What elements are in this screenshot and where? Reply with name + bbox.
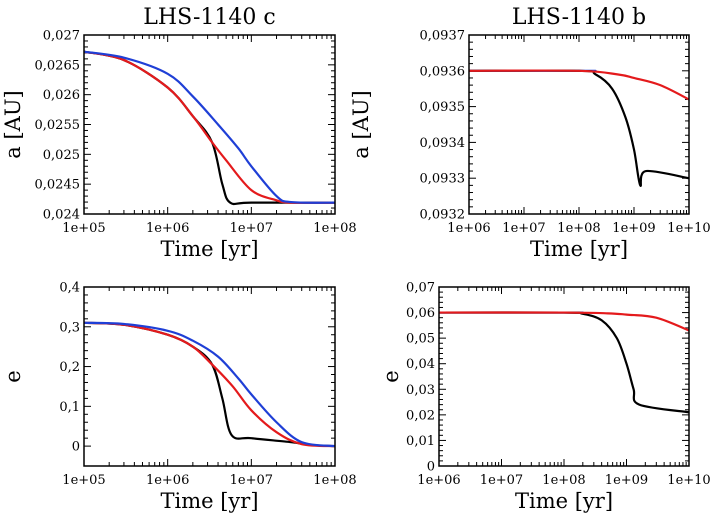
plot-frame [468, 34, 690, 215]
y-axis-label: a [AU] [1, 90, 25, 158]
x-tick-label: 1e+07 [230, 221, 273, 236]
x-tick-label: 1e+05 [62, 221, 105, 236]
series-line-red [84, 321, 335, 448]
series-line-black [469, 69, 689, 187]
x-tick-label: 1e+05 [62, 473, 105, 488]
y-tick-label: 0,1 [59, 400, 80, 415]
y-tick-label: 0,0255 [35, 118, 81, 133]
plot-frame [83, 34, 336, 215]
y-tick-label: 0,0245 [35, 178, 81, 193]
x-tick-label: 1e+08 [313, 473, 356, 488]
y-tick-label: 0,0934 [420, 136, 466, 151]
x-tick-label: 1e+06 [146, 473, 189, 488]
y-tick-label: 0,02 [406, 408, 435, 423]
x-tick-label: 1e+08 [313, 221, 356, 236]
x-tick-label: 1e+06 [146, 221, 189, 236]
series-line-blue [84, 50, 335, 204]
series-line-red [84, 50, 335, 204]
panel-title: LHS-1140 c [143, 5, 275, 30]
x-axis-label: Time [yr] [515, 489, 613, 513]
x-axis-label: Time [yr] [160, 489, 258, 513]
y-tick-label: 0,0933 [420, 172, 466, 187]
x-tick-label: 1e+08 [542, 473, 585, 488]
series-group [469, 69, 689, 187]
series-line-red [469, 69, 689, 101]
y-tick-label: 0,4 [59, 281, 80, 296]
x-tick-label: 1e+09 [612, 221, 655, 236]
series-group [439, 311, 689, 414]
y-tick-label: 0,0935 [420, 100, 466, 115]
series-group [84, 50, 335, 206]
y-tick-label: 0,026 [43, 88, 80, 103]
y-tick-label: 0 [72, 440, 80, 455]
series-group [84, 321, 335, 448]
panel-1: LHS-1140 c 1e+05 1e+06 1e+07 1e+08 0,024 0,024… [1, 5, 357, 261]
y-tick-label: 0,025 [43, 148, 80, 163]
panel-title: LHS-1140 b [512, 5, 646, 30]
y-tick-label: 0,04 [406, 357, 435, 372]
x-tick-label: 1e+06 [447, 221, 490, 236]
y-tick-label: 0 [427, 460, 435, 475]
y-tick-label: 0,0932 [420, 208, 466, 223]
panel-2: LHS-1140 b 1e+06 1e+07 1e+08 1e+09 1e+10 0,093… [349, 5, 711, 261]
y-tick-label: 0,024 [43, 208, 80, 223]
series-line-blue [84, 321, 335, 448]
x-axis-label: Time [yr] [160, 237, 258, 261]
plot-frame [438, 286, 690, 467]
y-tick-label: 0,027 [43, 29, 80, 44]
y-tick-label: 0,2 [59, 360, 80, 375]
y-tick-label: 0,03 [406, 383, 435, 398]
y-tick-label: 0,07 [406, 281, 435, 296]
y-tick-label: 0,06 [406, 306, 435, 321]
x-tick-label: 1e+06 [417, 473, 460, 488]
plot-frame [83, 286, 336, 467]
y-tick-label: 0,0936 [420, 64, 466, 79]
y-tick-label: 0,01 [406, 434, 435, 449]
x-tick-label: 1e+07 [230, 473, 273, 488]
y-axis-label: a [AU] [349, 90, 373, 158]
series-line-black [84, 321, 335, 448]
y-tick-label: 0,05 [406, 332, 435, 347]
y-tick-label: 0,0265 [35, 58, 81, 73]
x-tick-label: 1e+10 [667, 221, 710, 236]
x-tick-label: 1e+09 [605, 473, 648, 488]
series-line-black [84, 50, 335, 206]
x-tick-label: 1e+08 [557, 221, 600, 236]
y-axis-label: e [379, 370, 403, 382]
y-tick-label: 0,3 [59, 320, 80, 335]
panel-4: 1e+06 1e+07 1e+08 1e+09 1e+10 0 0,01 0,02 0,03 0,… [379, 281, 711, 514]
x-tick-label: 1e+07 [502, 221, 545, 236]
x-tick-label: 1e+10 [667, 473, 710, 488]
x-axis-label: Time [yr] [530, 237, 628, 261]
y-tick-label: 0,0937 [420, 29, 466, 44]
panel-3: 1e+05 1e+06 1e+07 1e+08 0 0,1 0,2 0,3 0,4 Time [y… [1, 281, 357, 514]
series-line-red [439, 311, 689, 332]
x-tick-label: 1e+07 [480, 473, 523, 488]
y-axis-label: e [1, 370, 25, 382]
series-line-black [439, 311, 689, 414]
